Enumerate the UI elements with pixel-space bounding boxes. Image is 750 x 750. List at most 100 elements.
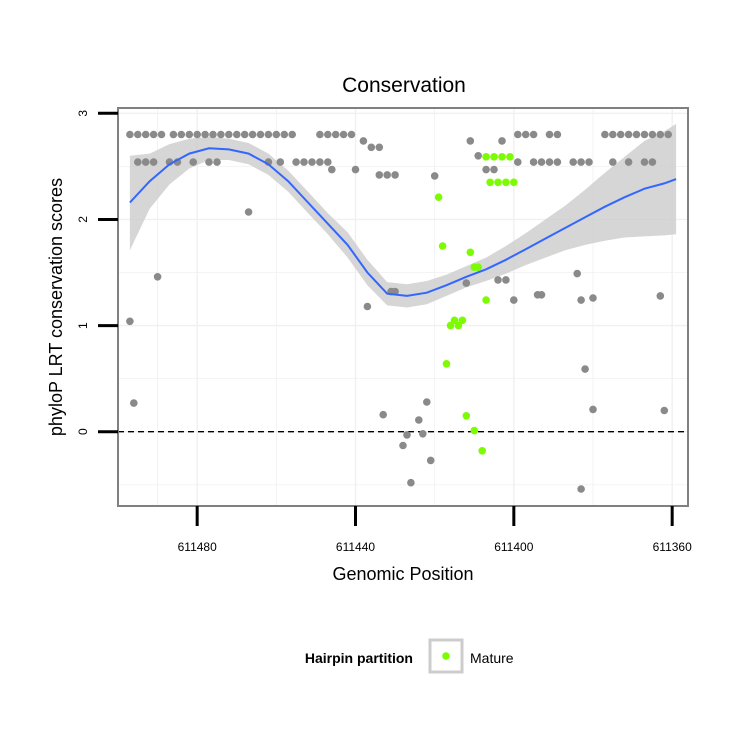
other-point	[201, 130, 209, 139]
mature-point	[458, 316, 467, 325]
other-point	[656, 292, 665, 300]
other-point	[324, 130, 332, 139]
other-point	[379, 410, 388, 419]
other-point	[514, 158, 522, 166]
other-point	[233, 130, 241, 139]
other-point	[601, 130, 609, 139]
other-point	[248, 130, 257, 139]
mature-point	[454, 321, 463, 330]
other-point	[545, 130, 554, 139]
other-point	[288, 130, 297, 139]
points-layer	[126, 130, 672, 493]
y-axis-title: phyloP LRT conservation scores	[46, 178, 66, 436]
mature-point	[450, 316, 459, 325]
other-point	[351, 165, 360, 174]
other-point	[316, 130, 324, 139]
other-point	[545, 158, 554, 166]
other-point	[363, 302, 372, 311]
other-point	[573, 269, 581, 278]
other-point	[529, 158, 538, 166]
other-point	[126, 317, 134, 326]
other-point	[141, 158, 150, 166]
other-point	[537, 291, 546, 299]
other-point	[256, 130, 265, 139]
other-point	[577, 158, 585, 166]
other-point	[569, 158, 577, 166]
other-point	[498, 137, 506, 145]
other-point	[589, 294, 597, 302]
mature-point	[434, 193, 443, 201]
mature-point	[482, 153, 490, 161]
other-point	[205, 158, 213, 166]
mature-point	[502, 178, 510, 187]
other-point	[316, 158, 324, 166]
other-point	[347, 130, 356, 139]
other-point	[466, 137, 475, 145]
mature-point	[462, 412, 471, 420]
other-point	[244, 208, 253, 216]
other-point	[648, 130, 657, 139]
other-point	[280, 130, 289, 139]
other-point	[656, 130, 665, 139]
other-point	[359, 137, 368, 145]
other-point	[193, 130, 201, 139]
other-point	[292, 158, 300, 166]
other-point	[577, 485, 585, 493]
legend: Hairpin partition Mature	[305, 638, 514, 674]
other-point	[430, 172, 439, 180]
other-point	[339, 130, 348, 139]
y-tick-label: 0	[76, 428, 90, 435]
other-point	[494, 276, 502, 284]
other-point	[300, 158, 308, 166]
other-point	[529, 130, 538, 139]
x-axis: 611480 611440 611400 611360	[178, 506, 692, 554]
other-point	[624, 158, 633, 166]
mature-point	[442, 360, 451, 368]
loess-smooth-line	[129, 147, 677, 297]
other-point	[308, 158, 316, 166]
other-point	[383, 171, 392, 179]
other-point	[423, 398, 431, 406]
other-point	[419, 430, 427, 438]
legend-label-mature: Mature	[470, 650, 514, 666]
other-point	[462, 279, 471, 287]
mature-point	[486, 178, 494, 187]
mature-point	[446, 321, 455, 330]
mature-point	[470, 426, 479, 435]
y-axis: 0 1 2 3	[76, 110, 118, 435]
other-point	[537, 158, 546, 166]
y-tick-label: 2	[76, 216, 90, 223]
other-point	[514, 130, 522, 139]
x-tick-label: 611400	[494, 540, 533, 554]
other-point	[403, 431, 411, 439]
other-point	[126, 130, 134, 139]
other-point	[490, 165, 498, 174]
x-tick-label: 611360	[653, 540, 692, 554]
mature-point	[490, 153, 498, 161]
mature-point	[494, 178, 502, 187]
other-point	[399, 441, 407, 450]
other-point	[149, 130, 158, 139]
other-point	[328, 165, 336, 174]
smooth-line-layer	[129, 147, 677, 297]
legend-key-mature-point	[442, 652, 450, 660]
mature-point	[510, 178, 518, 187]
mature-point	[466, 248, 475, 257]
other-point	[474, 152, 483, 160]
other-point	[209, 130, 217, 139]
other-point	[624, 130, 633, 139]
other-point	[225, 130, 233, 139]
other-point	[640, 130, 649, 139]
other-point	[331, 130, 340, 139]
other-point	[415, 416, 423, 424]
other-point	[482, 165, 490, 174]
other-point	[375, 171, 384, 179]
other-point	[585, 158, 593, 166]
y-tick-label: 1	[76, 322, 90, 329]
mature-point	[438, 242, 447, 250]
confidence-ribbon-layer	[129, 123, 677, 308]
other-point	[648, 158, 657, 166]
other-point	[169, 130, 178, 139]
x-tick-label: 611440	[336, 540, 375, 554]
